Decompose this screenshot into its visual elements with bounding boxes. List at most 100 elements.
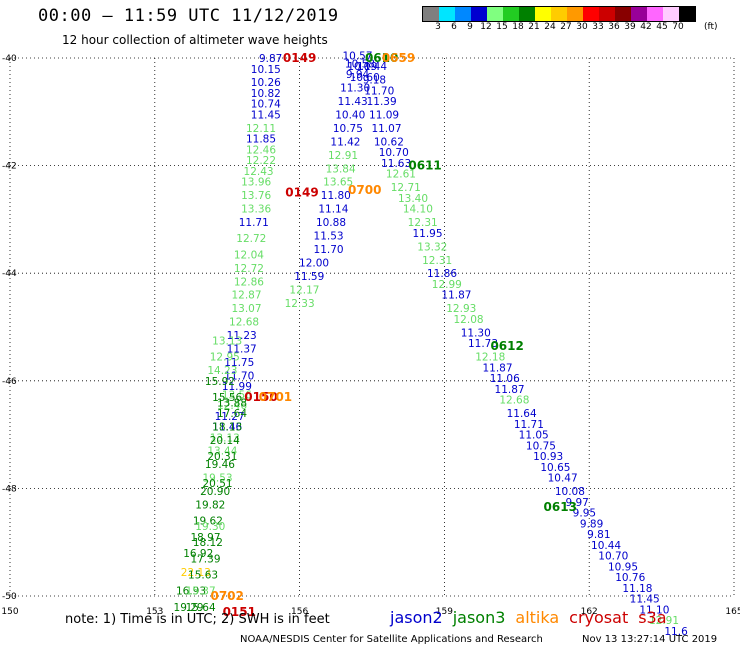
wave-height-value: 11.63 (381, 158, 411, 170)
chart-subtitle: 12 hour collection of altimeter wave hei… (62, 33, 328, 47)
wave-height-value: 11.23 (227, 330, 257, 342)
y-tick-label: -48 (2, 484, 17, 494)
wave-height-value: 11.70 (314, 244, 344, 256)
wave-height-value: 16.93 (176, 586, 206, 598)
color-swatch (567, 7, 583, 21)
wave-height-value: 22.13 (181, 567, 211, 579)
color-swatch (439, 7, 455, 21)
wave-height-value: 20.51 (203, 478, 233, 490)
pass-time-label: 0149 (283, 51, 316, 65)
y-tick-label: -40 (2, 54, 17, 64)
wave-height-value: 11.95 (412, 228, 442, 240)
color-scale-label: 24 (544, 22, 556, 32)
wave-height-value: 11.45 (251, 109, 281, 121)
wave-height-value: 13.88 (217, 397, 247, 409)
wave-height-value: 13.84 (326, 163, 356, 175)
wave-height-value: 11.59 (294, 271, 324, 283)
wave-height-value: 12.17 (289, 284, 319, 296)
wave-height-value: 13.56 (222, 389, 252, 401)
wave-height-value: 14.10 (403, 204, 433, 216)
wave-height-value: 19.82 (195, 500, 225, 512)
wave-height-value: 13.44 (207, 446, 237, 458)
color-swatch (503, 7, 519, 21)
wave-height-value: 11.87 (495, 384, 525, 396)
wave-height-value: 10.57 (342, 50, 372, 62)
wave-height-value: 11.70 (224, 370, 254, 382)
x-tick-label: 159 (436, 607, 453, 617)
wave-height-value: 13.76 (241, 190, 271, 202)
wave-height-value: 12.46 (246, 144, 276, 156)
wave-height-value: 9.18 (363, 75, 386, 87)
color-swatch (631, 7, 647, 21)
wave-height-value: 15.56 (212, 392, 242, 404)
color-swatch (551, 7, 567, 21)
wave-height-value: 11.42 (330, 136, 360, 148)
wave-height-value: 12.11 (246, 123, 276, 135)
wave-height-value: 12.87 (231, 290, 261, 302)
wave-height-value: 12.46 (217, 400, 247, 412)
color-scale-label: 33 (592, 22, 604, 32)
chart-title: 00:00 – 11:59 UTC 11/12/2019 (38, 6, 339, 26)
wave-height-value: 19.53 (203, 473, 233, 485)
wave-height-value: 12.93 (446, 303, 476, 315)
wave-height-value: 10.26 (251, 77, 281, 89)
y-tick-label: -46 (2, 377, 17, 387)
wave-height-value: 11.18 (622, 583, 652, 595)
wave-height-value: 11.30 (461, 327, 491, 339)
wave-height-value: 12.91 (649, 615, 679, 627)
wave-height-value: 11.37 (227, 344, 257, 356)
wave-height-value: 9.87 (259, 53, 282, 65)
wave-height-value: 11.64 (507, 408, 537, 420)
color-scale-unit: (ft) (704, 22, 718, 32)
wave-height-value: 10.58 (345, 58, 375, 70)
wave-height-value: 11.85 (246, 134, 276, 146)
wave-height-value: 11.87 (441, 290, 471, 302)
legend-entry: s3a (638, 608, 667, 627)
wave-height-value: 19.30 (195, 521, 225, 533)
wave-height-value: 13.36 (241, 204, 271, 216)
wave-height-value: 10.74 (251, 99, 281, 111)
wave-height-value: 10.40 (335, 109, 365, 121)
color-scale-label: 42 (640, 22, 652, 32)
wave-height-value: 17.39 (190, 553, 220, 565)
wave-height-value: 10.62 (374, 136, 404, 148)
wave-height-value: 10.44 (591, 540, 621, 552)
color-scale-label: 9 (467, 22, 473, 32)
wave-height-value: 9.81 (587, 529, 610, 541)
color-swatch (615, 7, 631, 21)
pass-time-label: 0150 (244, 390, 277, 404)
wave-height-value: 11.43 (338, 96, 368, 108)
wave-height-value: 11.39 (367, 96, 397, 108)
pass-time-label: 0702 (210, 589, 243, 603)
wave-height-value: 18.13 (212, 422, 242, 434)
legend-entry: altika (515, 608, 560, 627)
pass-time-label: 0659 (382, 51, 415, 65)
color-scale-label: 70 (672, 22, 684, 32)
pass-time-label: 0610 (365, 51, 398, 65)
wave-height-value: 11.73 (468, 338, 498, 350)
wave-height-value: 14.23 (207, 365, 237, 377)
wave-height-value: 11.71 (514, 419, 544, 431)
wave-height-value: 13.13 (210, 432, 240, 444)
wave-height-value: 11.06 (490, 373, 520, 385)
wave-height-value: 15.37 (186, 586, 216, 598)
wave-height-value: 19.62 (193, 516, 223, 528)
wave-height-value: 11.09 (369, 109, 399, 121)
wave-height-value: 12.18 (475, 352, 505, 364)
wave-height-value: 10.65 (540, 462, 570, 474)
wave-height-value: 10.60 (350, 72, 380, 84)
color-swatch (679, 7, 695, 21)
color-scale-label: 27 (560, 22, 572, 32)
wave-height-value: 10.15 (251, 64, 281, 76)
color-scale-bar (422, 6, 696, 22)
wave-height-value: 10.47 (548, 473, 578, 485)
wave-height-value: 12.61 (386, 169, 416, 181)
wave-height-value: 19.29 (174, 602, 204, 614)
wave-height-value: 18.97 (190, 532, 220, 544)
wave-height-value: 10.88 (316, 217, 346, 229)
color-swatch (455, 7, 471, 21)
wave-height-value: 10.19 (347, 61, 377, 73)
pass-time-label: 0701 (259, 390, 292, 404)
wave-height-value: 11.05 (519, 430, 549, 442)
